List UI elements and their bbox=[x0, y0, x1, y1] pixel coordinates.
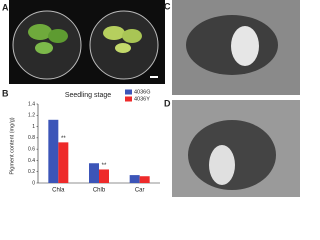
leaf bbox=[115, 43, 131, 53]
chart-title: Seedling stage bbox=[65, 92, 111, 99]
y-axis-label: Pigment content (mg/g) bbox=[9, 117, 15, 174]
y-tick-label: 1 bbox=[32, 124, 35, 130]
y-tick-label: 1.4 bbox=[28, 101, 35, 107]
starch-grain bbox=[209, 145, 235, 185]
significance: ** bbox=[61, 136, 66, 142]
legend-swatch bbox=[125, 89, 132, 95]
panel-label: B bbox=[2, 88, 9, 98]
bar bbox=[58, 142, 69, 183]
leaf bbox=[35, 42, 53, 54]
legend-label: 4036Y bbox=[134, 96, 150, 102]
y-tick-label: 0.6 bbox=[28, 146, 35, 152]
scale-bar bbox=[150, 76, 158, 78]
bar bbox=[99, 169, 109, 183]
panel-label: D bbox=[164, 98, 171, 108]
starch-grain bbox=[231, 26, 259, 66]
leaf bbox=[103, 26, 125, 40]
bar bbox=[139, 176, 150, 183]
legend-swatch bbox=[125, 96, 132, 102]
figure: A C D B Seedling stage Pigment content (… bbox=[2, 0, 300, 197]
x-tick-label: Chlb bbox=[93, 188, 106, 194]
y-tick-label: 0 bbox=[32, 180, 35, 186]
x-tick-label: Chla bbox=[52, 188, 65, 194]
leaf bbox=[28, 24, 52, 40]
panel-label: A bbox=[2, 2, 9, 12]
significance: ** bbox=[102, 163, 107, 169]
bar bbox=[89, 163, 99, 183]
y-tick-label: 0.4 bbox=[28, 158, 35, 164]
panel-label: C bbox=[164, 1, 171, 11]
y-tick-label: 1.2 bbox=[28, 113, 35, 119]
leaf bbox=[48, 29, 68, 43]
x-tick-label: Car bbox=[135, 188, 145, 194]
legend-label: 4036G bbox=[134, 89, 151, 95]
bar bbox=[48, 119, 59, 183]
y-tick-label: 0.8 bbox=[28, 135, 35, 141]
y-tick-label: 0.2 bbox=[28, 169, 35, 175]
leaf bbox=[122, 29, 142, 43]
bar bbox=[129, 175, 140, 183]
